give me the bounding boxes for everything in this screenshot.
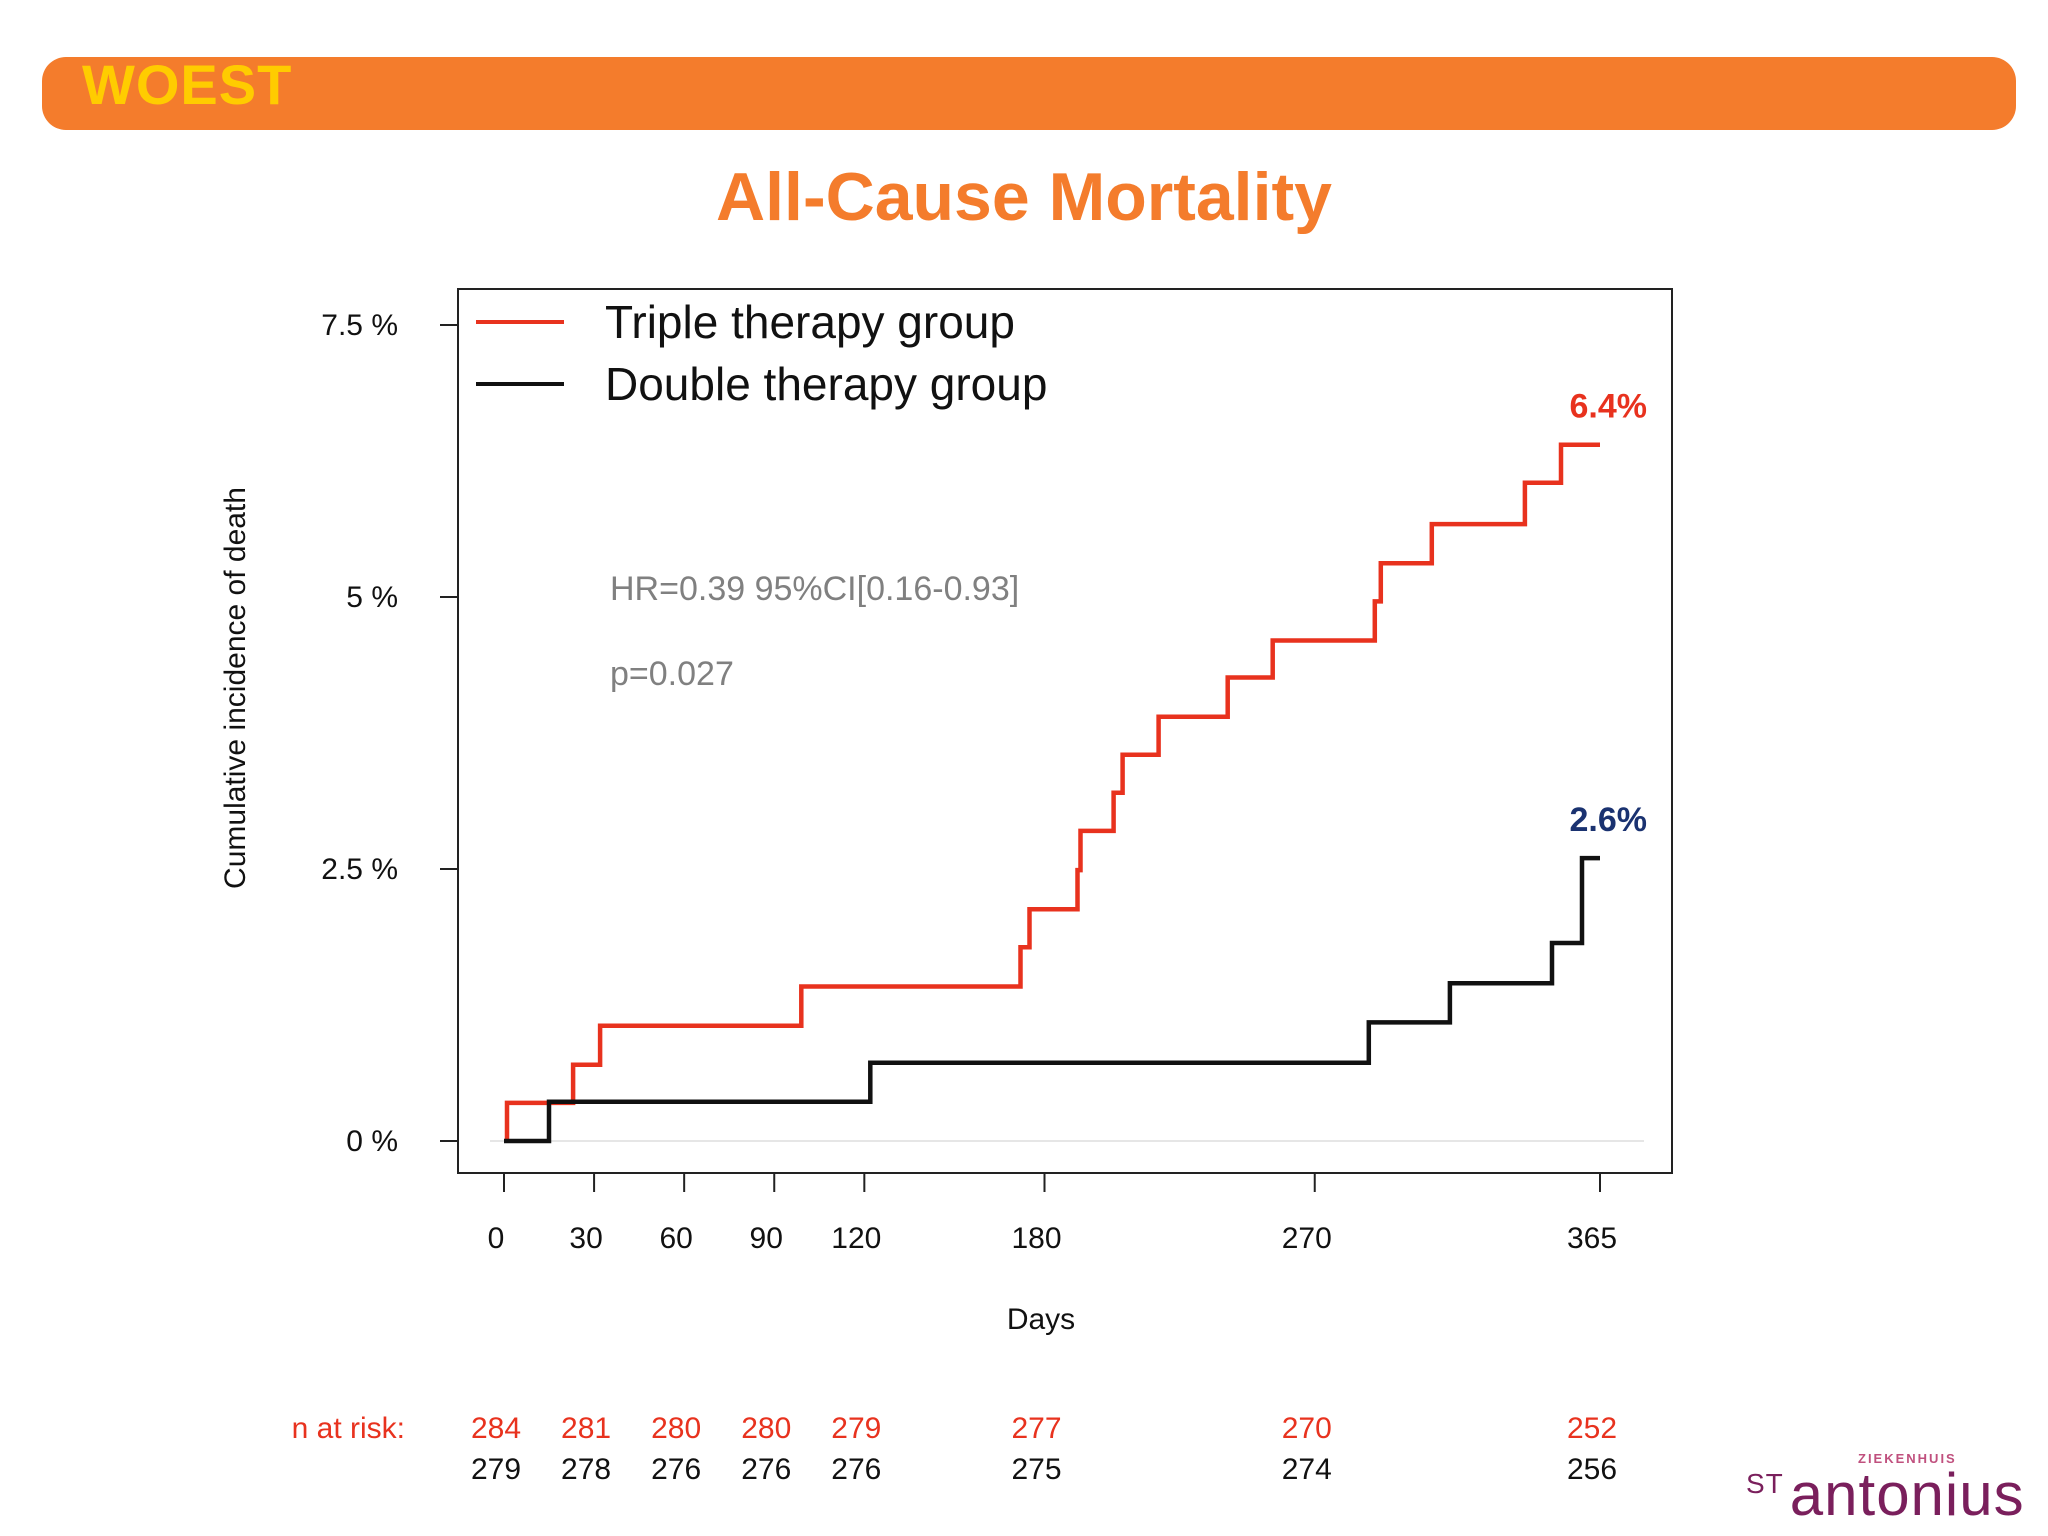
plot-frame [457,288,1673,1174]
x-axis-label: Days [1007,1303,1075,1336]
x-axis: 0 30 60 90 120 180 270 365 [488,1173,1617,1255]
risk-count: 280 [651,1412,701,1445]
risk-count: 274 [1282,1453,1332,1486]
logo-small-text: ZIEKENHUIS [1858,1451,1957,1466]
x-tick-label: 0 [488,1222,505,1255]
x-tick-label: 270 [1282,1222,1332,1255]
risk-count: 270 [1282,1412,1332,1445]
risk-count: 281 [561,1412,611,1445]
series-line-double [504,855,1600,1144]
slide-title: All-Cause Mortality [716,159,1332,235]
risk-count: 276 [741,1453,791,1486]
end-value-label: 2.6% [1570,801,1648,839]
header-label: WOEST [82,53,293,116]
legend-label: Double therapy group [605,358,1047,410]
logo-prefix: ST [1746,1468,1784,1499]
y-tick-label: 7.5 % [321,309,398,342]
legend: Triple therapy group Double therapy group [476,296,1047,410]
risk-count: 275 [1011,1453,1061,1486]
y-axis: 0 % 2.5 % 5 % 7.5 % [321,309,458,1158]
risk-count: 284 [471,1412,521,1445]
risk-count: 279 [471,1453,521,1486]
end-value-label: 6.4% [1570,388,1648,426]
x-tick-label: 180 [1011,1222,1061,1255]
end-labels: 6.4% 2.6% [1570,388,1648,839]
hr-annotation: HR=0.39 95%CI[0.16-0.93] [610,570,1019,608]
x-tick-label: 365 [1567,1222,1617,1255]
series-line-triple [504,442,1600,1141]
risk-count: 276 [651,1453,701,1486]
risk-count: 252 [1567,1412,1617,1445]
y-tick-label: 0 % [346,1125,398,1158]
p-value-annotation: p=0.027 [610,655,734,693]
x-tick-label: 90 [750,1222,783,1255]
risk-count: 256 [1567,1453,1617,1486]
risk-table: n at risk: 284 281 280 280 279 277 270 252 279 278… [292,1412,1617,1486]
series-group [504,442,1600,1144]
header-bar [42,57,2016,130]
risk-count: 277 [1011,1412,1061,1445]
x-tick-label: 120 [831,1222,881,1255]
risk-count: 280 [741,1412,791,1445]
risk-count: 279 [831,1412,881,1445]
x-tick-label: 60 [659,1222,692,1255]
risk-count: 278 [561,1453,611,1486]
risk-table-label: n at risk: [292,1412,405,1445]
hospital-logo: ST antonius [1746,1460,2025,1529]
y-tick-label: 5 % [346,581,398,614]
y-tick-label: 2.5 % [321,853,398,886]
logo-name: antonius [1789,1461,2025,1528]
risk-count: 276 [831,1453,881,1486]
y-axis-label: Cumulative incidence of death [219,487,252,889]
x-tick-label: 30 [569,1222,602,1255]
legend-label: Triple therapy group [605,296,1015,348]
